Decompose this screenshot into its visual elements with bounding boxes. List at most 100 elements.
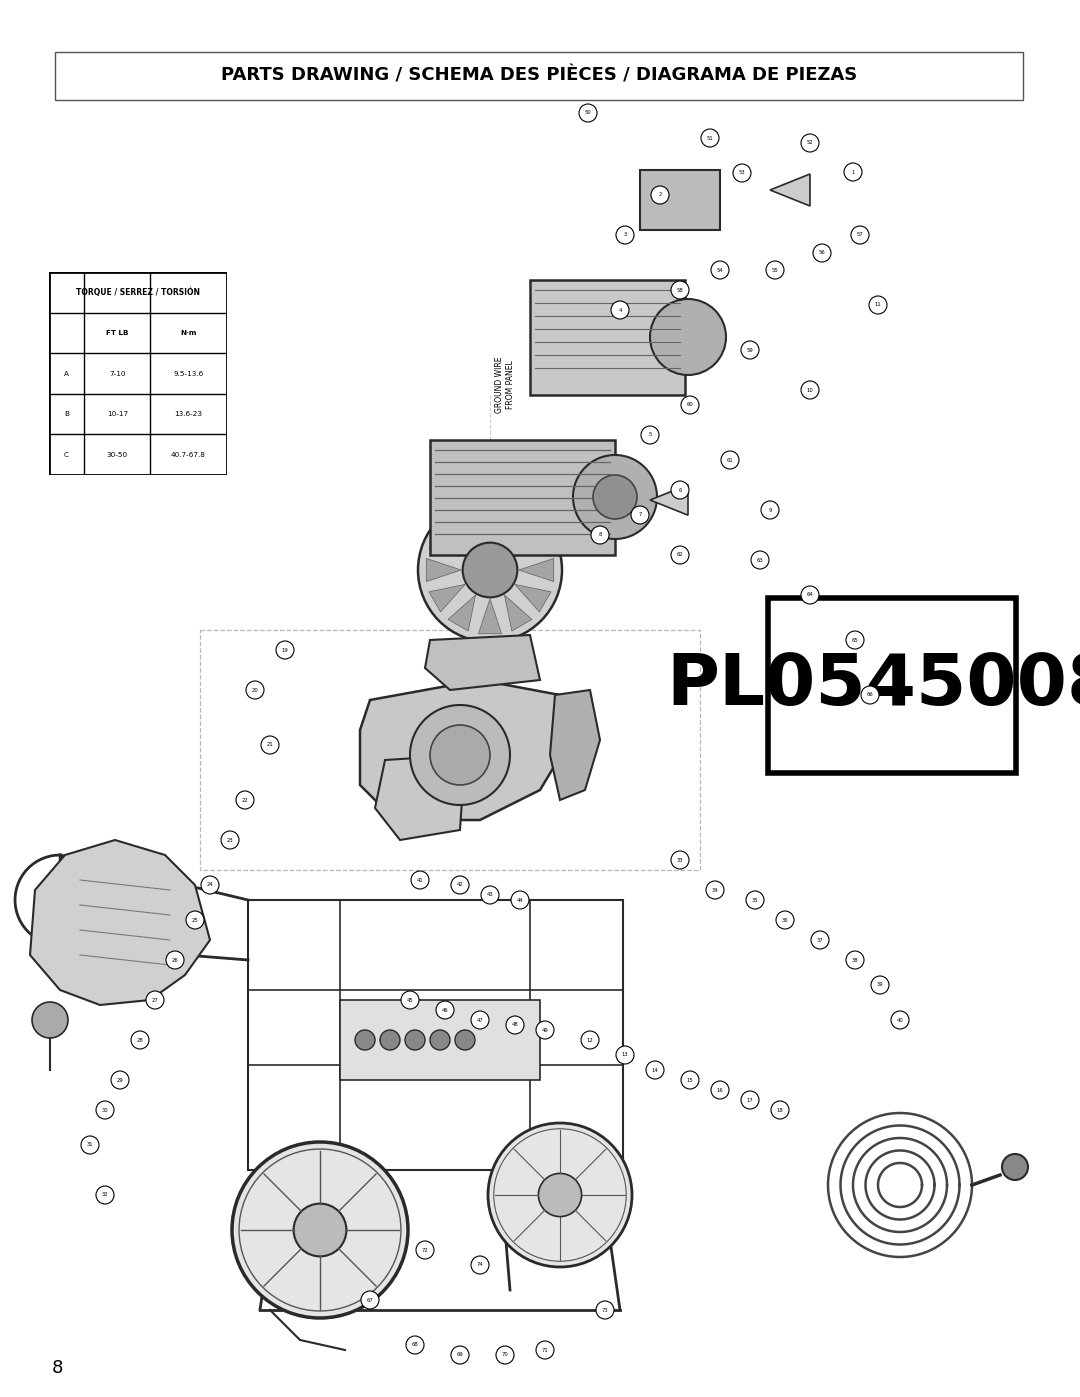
- Text: 56: 56: [819, 250, 825, 256]
- Text: 53: 53: [739, 170, 745, 176]
- Text: 31: 31: [86, 1143, 93, 1147]
- Text: 20: 20: [252, 687, 258, 693]
- Circle shape: [111, 1071, 129, 1090]
- Text: 13: 13: [622, 1052, 629, 1058]
- Text: 2: 2: [659, 193, 662, 197]
- Bar: [640, 170, 720, 231]
- Circle shape: [405, 1030, 426, 1051]
- Circle shape: [488, 1123, 632, 1267]
- Circle shape: [536, 1021, 554, 1039]
- Text: 13.6-23: 13.6-23: [175, 411, 202, 418]
- Text: 36: 36: [782, 918, 788, 922]
- Text: 52: 52: [807, 141, 813, 145]
- Circle shape: [237, 791, 254, 809]
- Circle shape: [651, 186, 669, 204]
- Polygon shape: [360, 680, 570, 820]
- Bar: [340, 1000, 540, 1080]
- Text: 41: 41: [417, 877, 423, 883]
- Text: 6: 6: [678, 488, 681, 493]
- Polygon shape: [515, 528, 551, 556]
- Circle shape: [507, 1016, 524, 1034]
- Circle shape: [843, 163, 862, 182]
- Circle shape: [96, 1101, 114, 1119]
- Text: 47: 47: [476, 1017, 484, 1023]
- Circle shape: [631, 506, 649, 524]
- Circle shape: [81, 1136, 99, 1154]
- Text: 18: 18: [777, 1108, 783, 1112]
- Circle shape: [406, 1336, 424, 1354]
- Text: 12: 12: [586, 1038, 593, 1042]
- Circle shape: [733, 163, 751, 182]
- Text: PARTS DRAWING / SCHEMA DES PIÈCES / DIAGRAMA DE PIEZAS: PARTS DRAWING / SCHEMA DES PIÈCES / DIAG…: [221, 67, 858, 85]
- Text: 44: 44: [516, 897, 524, 902]
- Circle shape: [186, 911, 204, 929]
- Polygon shape: [30, 840, 210, 1004]
- Text: 58: 58: [677, 288, 684, 292]
- Circle shape: [801, 134, 819, 152]
- Circle shape: [276, 641, 294, 659]
- Polygon shape: [478, 506, 501, 541]
- Text: 45: 45: [407, 997, 414, 1003]
- Circle shape: [536, 1341, 554, 1359]
- Polygon shape: [550, 690, 600, 800]
- Text: 23: 23: [227, 837, 233, 842]
- Text: 60: 60: [687, 402, 693, 408]
- Text: 1: 1: [851, 169, 854, 175]
- Text: N·m: N·m: [180, 330, 197, 337]
- Polygon shape: [375, 754, 465, 840]
- Circle shape: [706, 882, 724, 900]
- Circle shape: [846, 951, 864, 970]
- Text: 65: 65: [852, 637, 859, 643]
- Circle shape: [471, 1256, 489, 1274]
- Text: 17: 17: [746, 1098, 754, 1102]
- Text: B: B: [64, 411, 69, 418]
- Text: 39: 39: [877, 982, 883, 988]
- Circle shape: [430, 725, 490, 785]
- Circle shape: [232, 1141, 408, 1317]
- Text: 5: 5: [648, 433, 651, 437]
- Circle shape: [746, 891, 764, 909]
- Circle shape: [355, 1030, 375, 1051]
- Text: 37: 37: [816, 937, 823, 943]
- Text: 21: 21: [267, 742, 273, 747]
- Text: GROUND WIRE
FROM PANEL: GROUND WIRE FROM PANEL: [496, 356, 515, 414]
- Text: 24: 24: [206, 883, 214, 887]
- Circle shape: [681, 395, 699, 414]
- Text: 55: 55: [771, 267, 779, 272]
- Text: 42: 42: [457, 883, 463, 887]
- Polygon shape: [478, 599, 501, 634]
- Circle shape: [380, 1030, 400, 1051]
- Circle shape: [596, 1301, 615, 1319]
- Circle shape: [471, 1011, 489, 1030]
- Circle shape: [401, 990, 419, 1009]
- Text: 35: 35: [752, 897, 758, 902]
- Circle shape: [261, 736, 279, 754]
- Circle shape: [579, 103, 597, 122]
- Circle shape: [870, 977, 889, 995]
- Text: 4: 4: [619, 307, 622, 313]
- Circle shape: [616, 1046, 634, 1065]
- Text: 40: 40: [896, 1017, 903, 1023]
- Text: 28: 28: [137, 1038, 144, 1042]
- Circle shape: [201, 876, 219, 894]
- Circle shape: [496, 1345, 514, 1363]
- Text: C: C: [64, 451, 69, 458]
- Text: 11: 11: [875, 303, 881, 307]
- Text: 15: 15: [687, 1077, 693, 1083]
- Circle shape: [741, 1091, 759, 1109]
- Text: 14: 14: [651, 1067, 659, 1073]
- Text: 8: 8: [598, 532, 602, 538]
- Text: PL0545008: PL0545008: [666, 651, 1080, 719]
- Circle shape: [711, 261, 729, 279]
- Circle shape: [671, 851, 689, 869]
- Circle shape: [711, 1081, 729, 1099]
- Text: 32: 32: [102, 1193, 108, 1197]
- Circle shape: [361, 1291, 379, 1309]
- Circle shape: [646, 1060, 664, 1078]
- Circle shape: [539, 1173, 582, 1217]
- Text: 70: 70: [501, 1352, 509, 1358]
- Circle shape: [246, 680, 264, 698]
- Text: 10-17: 10-17: [107, 411, 127, 418]
- Text: 59: 59: [746, 348, 754, 352]
- Circle shape: [593, 475, 637, 520]
